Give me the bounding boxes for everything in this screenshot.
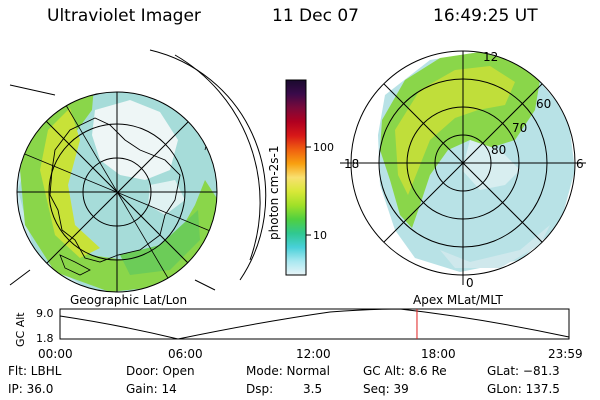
altitude-min-label: 1.8 xyxy=(36,332,54,345)
filter-status: Flt: LBHL xyxy=(8,364,62,378)
time-tick-2359: 23:59 xyxy=(548,347,583,361)
colorbar-tick-label-100: 100 xyxy=(313,141,334,154)
altitude-plot-frame xyxy=(59,308,570,340)
colorbar-unit-label: photon cm-2s-1 xyxy=(267,146,281,241)
gc-alt-status: GC Alt: 8.6 Re xyxy=(363,364,447,378)
colorbar-tick-label-10: 10 xyxy=(313,229,327,242)
altitude-axis-label: GC Alt xyxy=(14,312,27,347)
glat-status: GLat: −81.3 xyxy=(487,364,560,378)
altitude-curve xyxy=(59,308,570,340)
magnetic-aurora-image xyxy=(351,51,575,275)
time-tick-0000: 00:00 xyxy=(38,347,73,361)
magnetic-panel-label: Apex MLat/MLT xyxy=(413,293,503,307)
door-status: Door: Open xyxy=(126,364,195,378)
gain-status: Gain: 14 xyxy=(126,382,177,396)
geographic-panel-label: Geographic Lat/Lon xyxy=(70,293,188,307)
time-label: 16:49:25 UT xyxy=(433,6,538,26)
time-tick-1200: 12:00 xyxy=(296,347,331,361)
mlt-label-18: 18 xyxy=(344,157,359,171)
colorbar-scale xyxy=(285,79,307,276)
geographic-map-panel xyxy=(9,49,267,293)
altitude-plot: 9.0 1.8 GC Alt 00:00 06:00 12:00 18:00 2… xyxy=(14,307,583,361)
time-tick-1800: 18:00 xyxy=(421,347,456,361)
mlt-label-6: 6 xyxy=(576,157,584,171)
mlat-label-60: 60 xyxy=(536,97,551,111)
time-tick-0600: 06:00 xyxy=(168,347,203,361)
geographic-aurora-image xyxy=(17,92,217,292)
glon-status: GLon: 137.5 xyxy=(487,382,560,396)
sequence-status: Seq: 39 xyxy=(363,382,409,396)
mlt-label-0: 0 xyxy=(466,276,474,290)
mode-status: Mode: Normal xyxy=(246,364,330,378)
instrument-title: Ultraviolet Imager xyxy=(47,6,201,26)
mlat-label-70: 70 xyxy=(512,121,527,135)
dsp-label: Dsp: xyxy=(246,382,274,396)
colorbar: 100 10 photon cm-2s-1 xyxy=(267,79,334,276)
magnetic-coordinate-panel: 12 18 6 0 60 70 80 xyxy=(340,50,586,290)
dsp-value: 3.5 xyxy=(303,382,323,396)
mlat-label-80: 80 xyxy=(491,143,506,157)
mlt-label-12: 12 xyxy=(483,50,498,64)
ip-status: IP: 36.0 xyxy=(8,382,54,396)
date-label: 11 Dec 07 xyxy=(272,6,359,26)
altitude-max-label: 9.0 xyxy=(36,307,54,320)
